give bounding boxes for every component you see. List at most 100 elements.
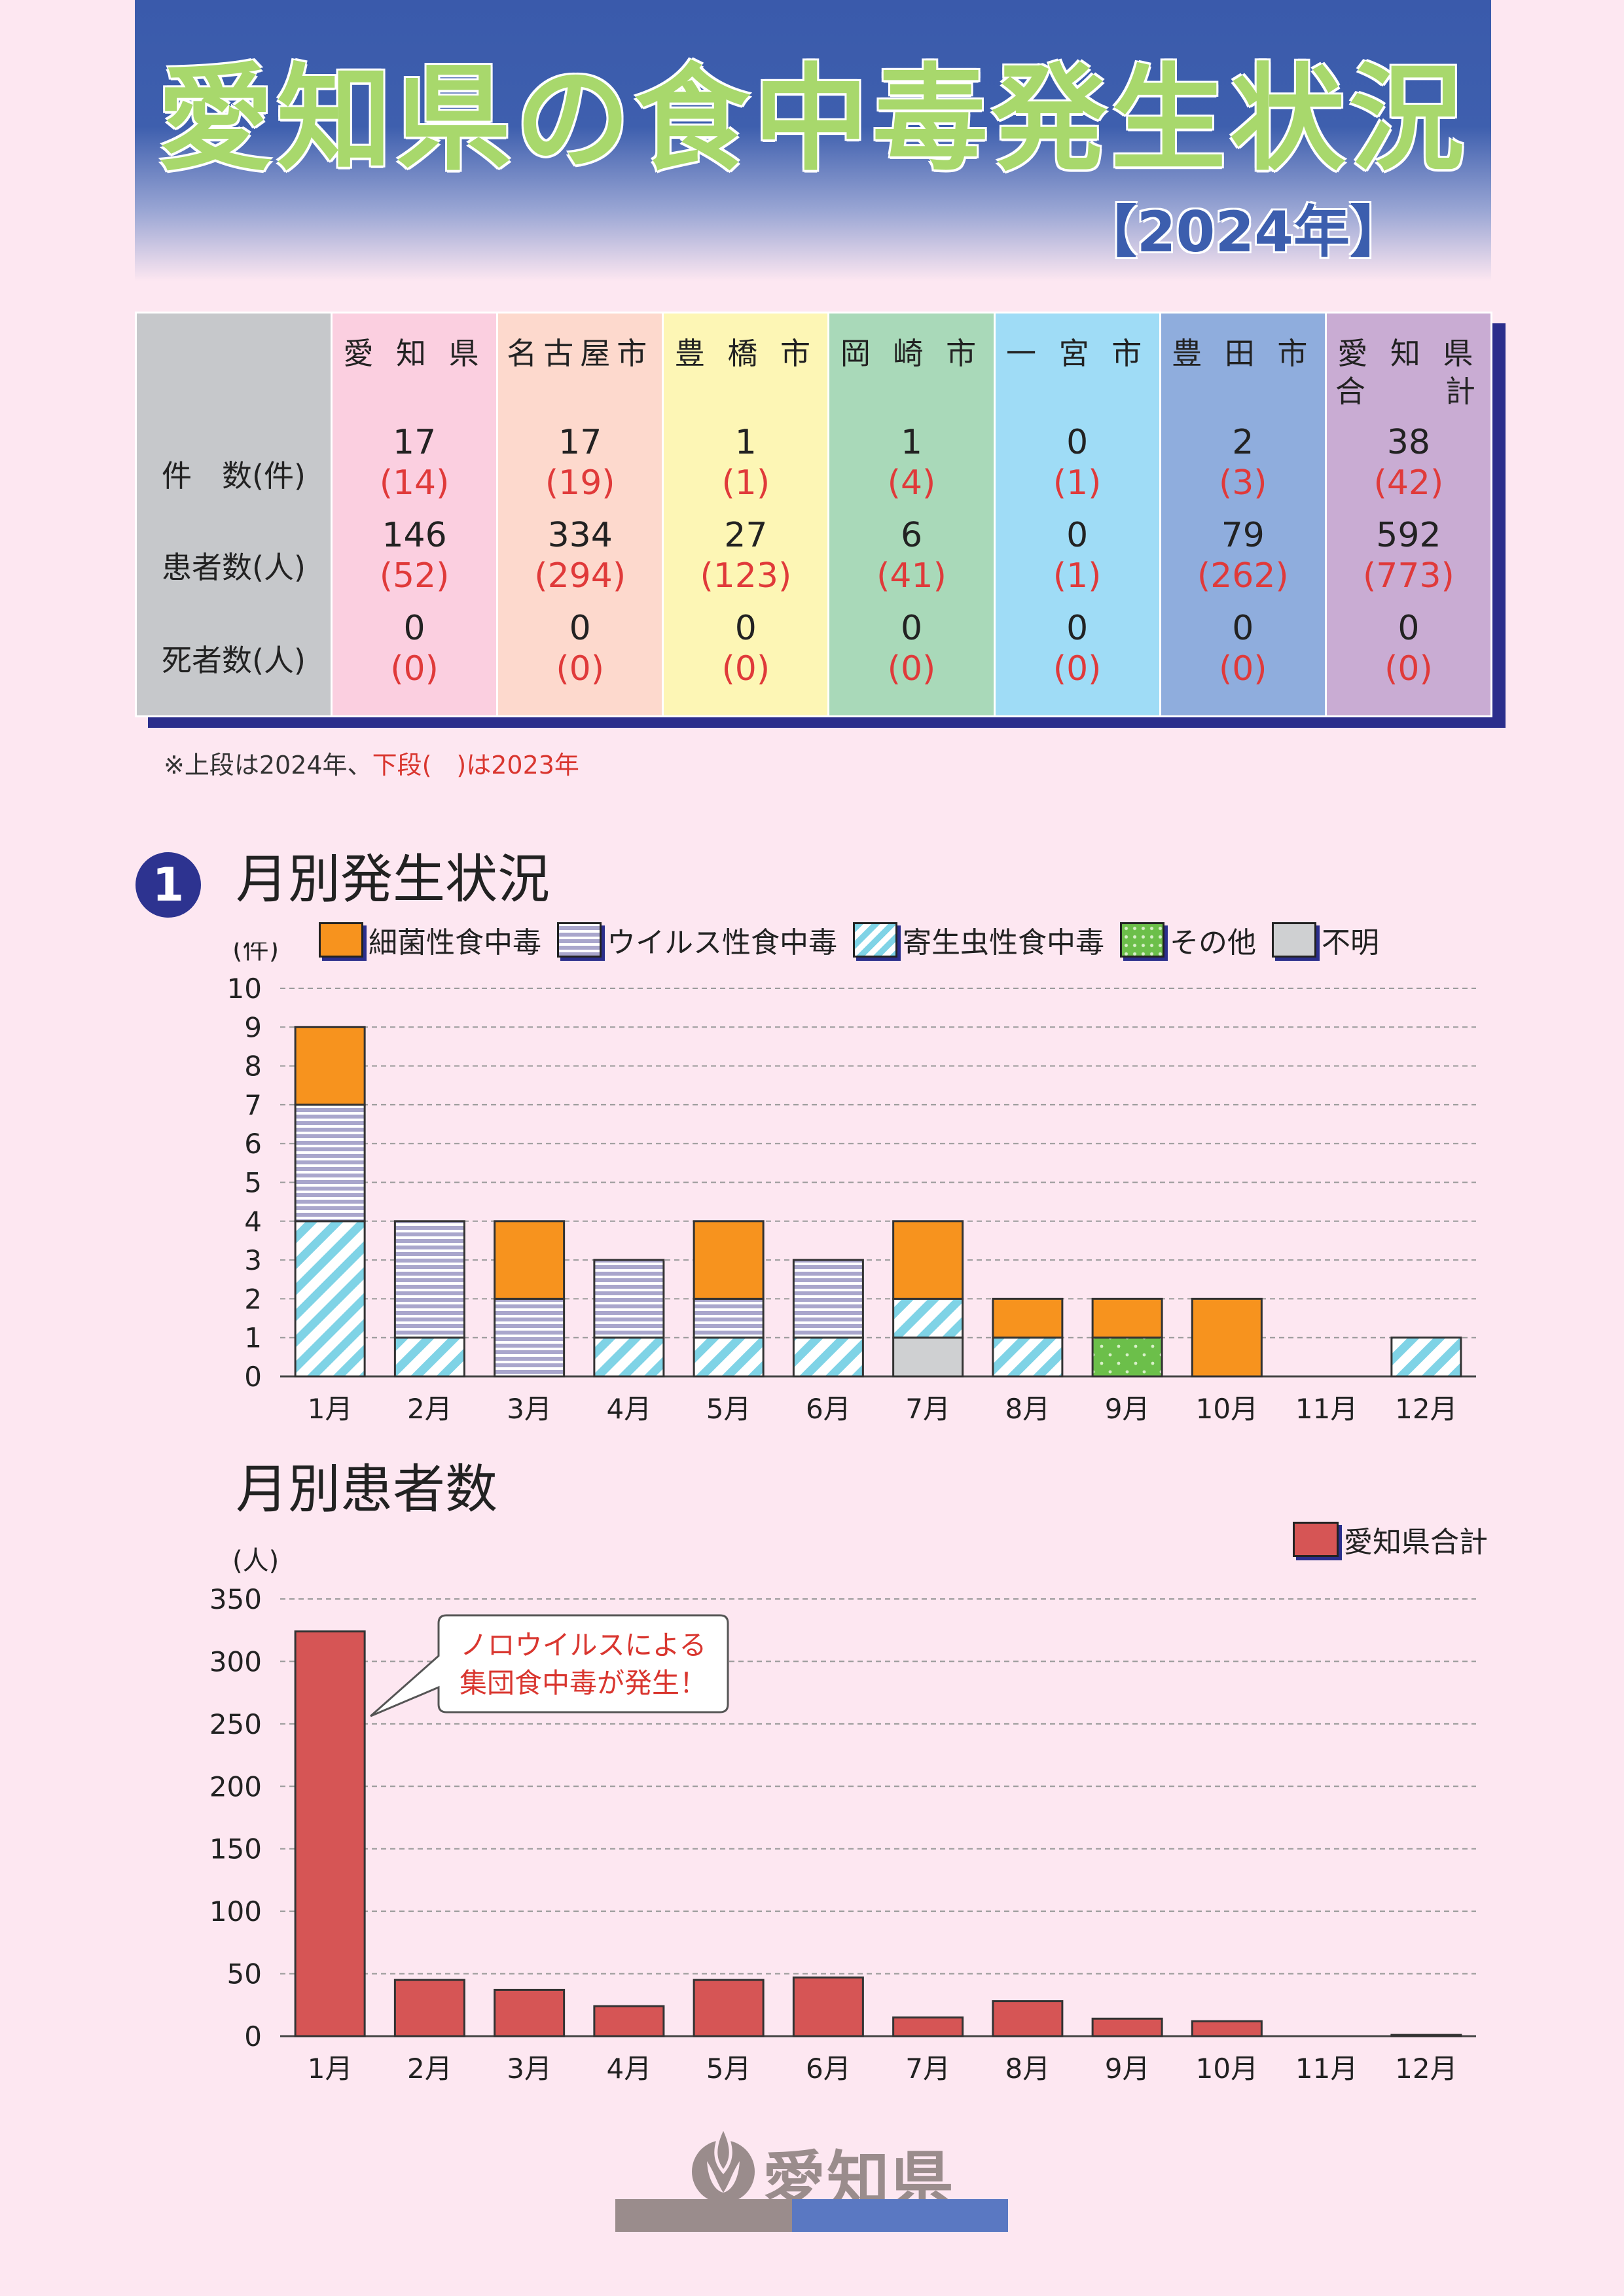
x-tick-label: 6月 [806, 2053, 851, 2085]
y-tick-label: 10 [227, 973, 262, 1005]
bar-segment-parasite [393, 1336, 465, 1378]
table-note: ※上段は2024年、下段( )は2023年 [164, 745, 579, 781]
bar-segment-virus [792, 1259, 864, 1339]
value-2023: (19) [545, 463, 615, 503]
y-tick-label: 350 [209, 1583, 262, 1615]
value-2023: (41) [876, 556, 947, 596]
y-tick-label: 300 [209, 1645, 262, 1677]
bar-segment-parasite [693, 1336, 765, 1378]
bar-segment-bacteria [992, 1297, 1064, 1339]
value-2024: 1 [900, 423, 923, 462]
table-cell: 2 (3) [1161, 422, 1325, 503]
y-tick-label: 9 [244, 1011, 262, 1043]
value-2023: (0) [1218, 649, 1267, 689]
year-label: 【2024年】 [1080, 200, 1406, 265]
legend-label: 不明 [1322, 926, 1379, 960]
y-tick-label: 7 [244, 1089, 262, 1121]
y-tick-label: 3 [244, 1244, 262, 1276]
table-column: 豊 橋 市 1 (1) 27 (123) 0 (0) [664, 314, 828, 715]
y-tick-label: 4 [244, 1206, 262, 1238]
x-tick-label: 10月 [1196, 1393, 1258, 1425]
y-tick-label: 150 [209, 1833, 262, 1865]
section1-title: 月別発生状況 [236, 849, 550, 910]
legend-item: その他 [1120, 919, 1256, 961]
table-column: 愛 知 県 17 (14) 146 (52) 0 (0) [333, 314, 497, 715]
value-2023: (1) [1053, 463, 1102, 503]
table-cell: 17 (14) [333, 422, 496, 503]
x-tick-label: 9月 [1105, 2053, 1150, 2085]
bar [294, 1630, 366, 2037]
value-2023: (0) [390, 649, 439, 689]
monthly-cases-chart: (件) 0 1 2 3 4 5 6 7 8 9 10 1月 2月 3月 4月 5月 6月 7月 8月 9月 10月 11月 1… [227, 942, 1476, 1425]
y-tick-label: 0 [244, 2020, 262, 2053]
value-2024: 38 [1386, 423, 1430, 462]
legend-item: ウイルス性食中毒 [557, 919, 837, 961]
bar [393, 1979, 465, 2037]
bar [1191, 2020, 1263, 2037]
x-tick-label: 12月 [1395, 1393, 1457, 1425]
row-label: 患者数(人) [162, 550, 306, 585]
column-header: 豊 田 市 [1172, 336, 1314, 371]
bar-segment-other [1091, 1336, 1163, 1378]
row-label-column: 件 数(件) 患者数(人) 死者数(人) [137, 314, 331, 715]
value-2023: (773) [1363, 556, 1454, 596]
value-2023: (262) [1197, 556, 1289, 596]
chart2-legend: 愛知県合計 [1293, 1518, 1488, 1560]
value-2023: (1) [1053, 556, 1102, 596]
x-tick-label: 9月 [1105, 1393, 1150, 1425]
table-cell: 79 (262) [1161, 515, 1325, 596]
table-cell: 0 (1) [996, 422, 1159, 503]
value-2024: 0 [569, 609, 591, 648]
y-axis-label: (人) [232, 1546, 279, 1576]
x-tick-label: 3月 [507, 2053, 552, 2085]
bar-segment-virus [393, 1220, 465, 1339]
column-header: 一 宮 市 [1006, 336, 1149, 371]
legend-label: 寄生虫性食中毒 [903, 926, 1104, 960]
x-tick-label: 12月 [1395, 2053, 1457, 2085]
bar-segment-parasite [294, 1220, 366, 1378]
value-2023: (0) [721, 649, 770, 689]
value-2023: (0) [1384, 649, 1433, 689]
legend-label: 細菌性食中毒 [369, 926, 541, 960]
row-label: 件 数(件) [162, 458, 306, 493]
x-tick-label: 7月 [905, 2053, 950, 2085]
table-cell: 38 (42) [1327, 422, 1490, 503]
bar-segment-parasite [992, 1336, 1064, 1378]
value-2024: 146 [382, 516, 447, 555]
legend-item: 細菌性食中毒 [319, 919, 541, 961]
section-number: 1 [135, 852, 201, 918]
table-column: 豊 田 市 2 (3) 79 (262) 0 (0) [1161, 314, 1325, 715]
column-header: 豊 橋 市 [674, 336, 817, 371]
y-tick-label: 50 [227, 1958, 262, 1990]
legend-swatch [557, 922, 602, 958]
table-cell: 0 (0) [996, 608, 1159, 689]
table-column: 愛 知 県 合 計 38 (42) 592 (773) 0 (0) [1326, 314, 1490, 715]
column-header: 名古屋市 [507, 336, 654, 371]
table-cell: 146 (52) [333, 515, 496, 596]
x-tick-label: 2月 [407, 1393, 452, 1425]
y-tick-label: 5 [244, 1167, 262, 1199]
table-cell: 0 (0) [664, 608, 827, 689]
table-cell: 1 (1) [664, 422, 827, 503]
value-2024: 334 [547, 516, 613, 555]
bar-segment-parasite [593, 1336, 665, 1378]
value-2023: (3) [1218, 463, 1267, 503]
bar-segment-bacteria [1191, 1297, 1263, 1378]
bar [892, 2016, 964, 2037]
logo-bar-right [792, 2199, 1008, 2232]
value-2023: (0) [887, 649, 936, 689]
logo-bar-left [615, 2199, 792, 2232]
value-2023: (0) [556, 649, 605, 689]
annotation-line1: ノロウイルスによる [460, 1629, 707, 1661]
table-cell: 6 (41) [829, 515, 993, 596]
value-2023: (294) [534, 556, 626, 596]
table-cell: 0 (0) [1161, 608, 1325, 689]
y-tick-label: 8 [244, 1050, 262, 1083]
table-cell: 17 (19) [498, 422, 662, 503]
annotation-line2: 集団食中毒が発生！ [460, 1667, 707, 1699]
legend-label-total: 愛知県合計 [1344, 1526, 1488, 1559]
bar-segment-virus [494, 1297, 566, 1378]
value-2023: (123) [700, 556, 792, 596]
y-tick-label: 0 [244, 1361, 262, 1393]
bar [1390, 2034, 1462, 2037]
